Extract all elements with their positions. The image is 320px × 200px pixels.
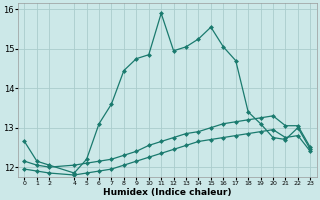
X-axis label: Humidex (Indice chaleur): Humidex (Indice chaleur) bbox=[103, 188, 232, 197]
